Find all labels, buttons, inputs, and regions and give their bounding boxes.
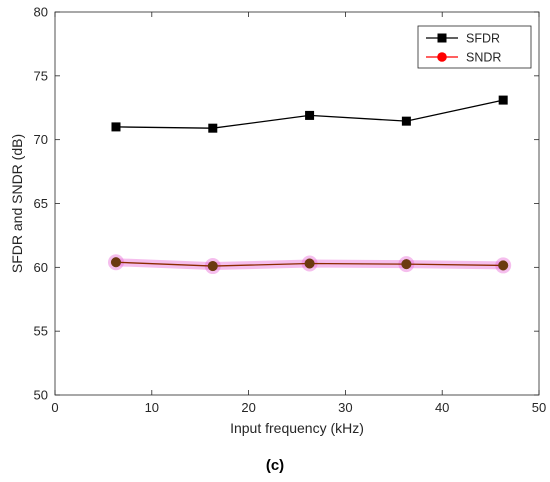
y-tick-label: 55: [34, 324, 48, 339]
legend-label-sndr: SNDR: [466, 51, 501, 65]
data-point-sndr: [304, 258, 315, 269]
data-point-sfdr: [305, 110, 315, 120]
figure-caption: (c): [266, 457, 284, 474]
data-point-sfdr: [208, 123, 218, 133]
x-tick-label: 0: [51, 400, 58, 415]
y-tick-label: 70: [34, 132, 48, 147]
y-tick-label: 65: [34, 196, 48, 211]
legend-label-sfdr: SFDR: [466, 32, 500, 46]
y-axis-label: SFDR and SNDR (dB): [9, 134, 25, 273]
data-point-sndr: [207, 261, 218, 272]
data-point-sndr: [110, 257, 122, 268]
legend-box: [417, 25, 532, 69]
x-tick-label: 40: [435, 400, 449, 415]
data-point-sndr: [498, 260, 509, 271]
legend-marker-sndr: [437, 52, 447, 62]
y-tick-label: 50: [34, 388, 48, 403]
data-point-sndr: [401, 259, 412, 270]
x-tick-label: 50: [532, 400, 546, 415]
x-tick-label: 10: [145, 400, 159, 415]
y-tick-label: 80: [34, 5, 48, 20]
plot-area: [54, 11, 540, 396]
data-point-sfdr: [111, 122, 121, 132]
x-tick-label: 30: [338, 400, 352, 415]
data-point-sfdr: [401, 116, 411, 126]
y-tick-label: 75: [34, 68, 48, 83]
x-tick-label: 20: [241, 400, 255, 415]
legend-marker-sfdr: [437, 33, 447, 43]
y-tick-label: 60: [34, 260, 48, 275]
x-axis-label: Input frequency (kHz): [230, 420, 364, 436]
data-point-sfdr: [498, 95, 508, 105]
